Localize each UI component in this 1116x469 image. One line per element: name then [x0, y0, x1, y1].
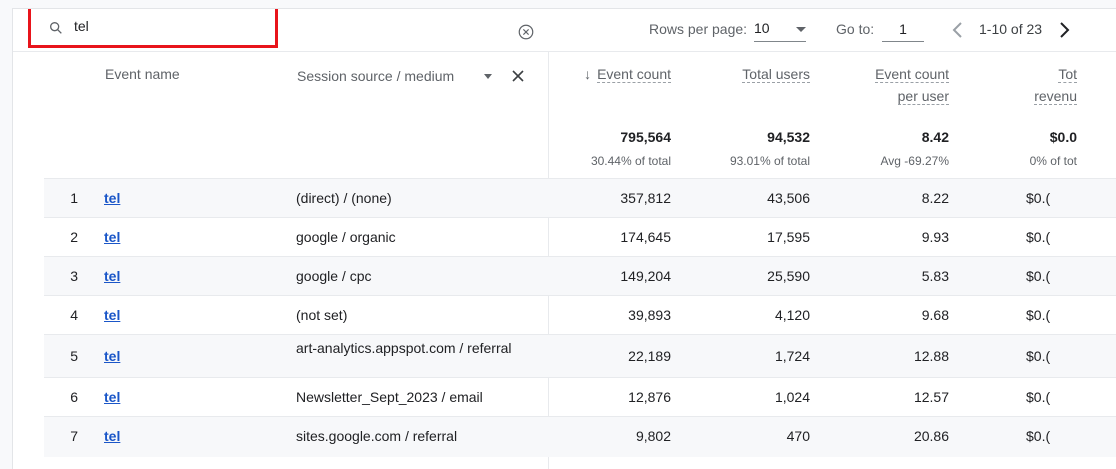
search-box[interactable]: tel	[28, 9, 278, 48]
goto-page-input[interactable]: 1	[882, 19, 924, 42]
row-index: 6	[70, 388, 78, 405]
total-users-cell: 470	[786, 428, 810, 444]
table-row: 3 tel google / cpc 149,204 25,590 5.83 $0.(	[44, 256, 1116, 296]
table-row: 2 tel google / organic 174,645 17,595 9.93 $0.…	[44, 217, 1116, 257]
ecpu-cell: 20.86	[913, 428, 949, 444]
revenue-cell: $0.(	[1026, 306, 1051, 323]
event-name-link[interactable]: tel	[104, 428, 121, 444]
total-revenue-value: $0.0	[1049, 129, 1077, 145]
row-index: 3	[70, 267, 78, 284]
header-total-revenue[interactable]: Tot revenu	[1013, 63, 1077, 107]
revenue-label-line2: revenu	[1034, 88, 1077, 105]
event-count-cell: 357,812	[620, 189, 671, 206]
row-index: 4	[70, 306, 78, 323]
total-event-count-share: 30.44% of total	[590, 154, 671, 168]
rows-per-page-label: Rows per page:	[649, 21, 748, 37]
total-users-cell: 43,506	[767, 189, 810, 206]
total-users-cell: 1,024	[774, 388, 810, 405]
ecpu-cell: 5.83	[921, 267, 949, 284]
total-users-value: 94,532	[767, 129, 810, 145]
revenue-cell: $0.(	[1026, 228, 1051, 245]
ecpu-cell: 12.88	[913, 347, 949, 364]
session-source-cell: (not set)	[296, 306, 348, 323]
event-count-cell: 39,893	[628, 306, 671, 323]
next-page-icon[interactable]	[1057, 21, 1071, 39]
clear-search-icon[interactable]	[517, 23, 535, 41]
revenue-cell: $0.(	[1026, 267, 1051, 284]
header-event-name[interactable]: Event name	[105, 66, 180, 82]
remove-dimension-icon[interactable]	[511, 69, 525, 83]
event-name-link[interactable]: tel	[104, 267, 121, 284]
report-table-card: tel Rows per page: 10 Go to: 1 1-10 of 2…	[12, 8, 1116, 469]
chevron-down-icon	[796, 27, 806, 32]
search-icon	[50, 21, 62, 34]
row-index: 2	[70, 228, 78, 245]
search-input[interactable]: tel	[74, 18, 89, 34]
event-name-link[interactable]: tel	[104, 388, 121, 405]
table-row: 6 tel Newsletter_Sept_2023 / email 12,876 1,…	[44, 377, 1116, 417]
total-users-share: 93.01% of total	[729, 154, 810, 168]
row-index: 5	[70, 347, 78, 364]
dimension-dropdown-icon[interactable]	[484, 74, 492, 79]
rows-per-page-value: 10	[754, 20, 770, 36]
session-source-cell: google / organic	[296, 228, 396, 245]
session-source-cell: (direct) / (none)	[296, 189, 392, 206]
total-users-label: Total users	[742, 66, 810, 83]
rows-per-page-select[interactable]: 10	[754, 19, 806, 42]
ecpu-cell: 8.22	[921, 189, 949, 206]
total-ecpu-value: 8.42	[921, 129, 949, 145]
total-ecpu-average: Avg -69.27%	[880, 154, 950, 168]
table-row: 5 tel art-analytics.appspot.com / referral…	[44, 334, 1116, 378]
session-source-cell: art-analytics.appspot.com / referral	[296, 339, 512, 356]
total-revenue-share: 0% of tot	[1029, 154, 1077, 168]
event-name-link[interactable]: tel	[104, 306, 121, 323]
event-name-link[interactable]: tel	[104, 228, 121, 245]
table-row: 4 tel (not set) 39,893 4,120 9.68 $0.(	[44, 295, 1116, 335]
total-event-count: 795,564	[620, 129, 671, 145]
sort-down-arrow-icon: ↓	[584, 66, 592, 82]
revenue-cell: $0.(	[1026, 428, 1051, 444]
previous-page-icon[interactable]	[951, 21, 965, 39]
header-session-source[interactable]: Session source / medium	[297, 68, 455, 84]
goto-label: Go to:	[836, 21, 875, 37]
revenue-cell: $0.(	[1026, 388, 1051, 405]
total-users-cell: 1,724	[774, 347, 810, 364]
event-count-cell: 12,876	[628, 388, 671, 405]
session-source-cell: sites.google.com / referral	[296, 428, 458, 444]
ecpu-label-line1: Event count	[875, 66, 949, 83]
ecpu-cell: 12.57	[913, 388, 949, 405]
event-name-link[interactable]: tel	[104, 347, 121, 364]
revenue-cell: $0.(	[1026, 189, 1051, 206]
header-event-count-per-user[interactable]: Event count per user	[829, 63, 949, 107]
session-source-cell: google / cpc	[296, 267, 372, 284]
header-event-count[interactable]: ↓ Event count	[553, 63, 671, 85]
row-index: 1	[70, 189, 78, 206]
row-index: 7	[70, 428, 78, 444]
event-name-link[interactable]: tel	[104, 189, 121, 206]
event-count-label: Event count	[597, 66, 671, 83]
event-count-cell: 149,204	[620, 267, 671, 284]
event-count-cell: 9,802	[635, 428, 671, 444]
revenue-cell: $0.(	[1026, 347, 1051, 364]
session-source-cell: Newsletter_Sept_2023 / email	[296, 388, 483, 405]
toolbar-divider	[13, 51, 1116, 52]
revenue-label-line1: Tot	[1058, 66, 1077, 83]
ecpu-cell: 9.68	[921, 306, 949, 323]
ecpu-cell: 9.93	[921, 228, 949, 245]
table-row: 1 tel (direct) / (none) 357,812 43,506 8.22 $0…	[44, 178, 1116, 218]
total-users-cell: 4,120	[774, 306, 810, 323]
ecpu-label-line2: per user	[897, 88, 949, 105]
page-range: 1-10 of 23	[979, 21, 1043, 37]
event-count-cell: 174,645	[620, 228, 671, 245]
total-users-cell: 25,590	[767, 267, 810, 284]
event-count-cell: 22,189	[628, 347, 671, 364]
total-users-cell: 17,595	[767, 228, 810, 245]
table-row: 7 tel sites.google.com / referral 9,802 470 2…	[44, 416, 1116, 457]
header-total-users[interactable]: Total users	[690, 63, 810, 85]
